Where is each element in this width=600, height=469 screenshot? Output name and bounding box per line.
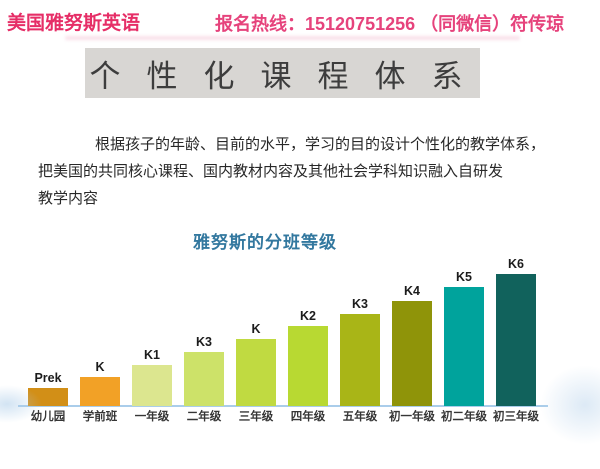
bar-group: K2 四年级 [282,255,334,428]
bar-group: K 学前班 [74,255,126,428]
bar-category-label: 一年级 [134,411,170,423]
bar-group: K4 初一年级 [386,255,438,428]
x-axis-line [18,405,548,407]
bar-value-label: K4 [404,284,420,298]
brand-title: 美国雅努斯英语 [7,13,141,34]
bar-group: K 三年级 [230,255,282,428]
bar [496,274,536,406]
bar [340,314,380,406]
bar-category-label: 三年级 [238,411,274,423]
intro-paragraph: 根据孩子的年龄、目前的水平，学习的目的设计个性化的教学体系， 把美国的共同核心课… [38,131,545,212]
bar-value-label: K3 [196,335,212,349]
bar [392,301,432,406]
bar-group: K5 初二年级 [438,255,490,428]
bar-category-label: 四年级 [290,411,326,423]
bar [184,352,224,406]
bar-value-label: K [251,322,261,336]
bar-category-label: 学前班 [82,411,118,423]
bar [288,326,328,406]
header-underline-decor [65,36,520,40]
bar-value-label: K2 [300,309,316,323]
bar-group: K1 一年级 [126,255,178,428]
bar [80,377,120,406]
bar-group: K3 五年级 [334,255,386,428]
banner: 个性化课程体系 [85,48,480,98]
hotline-text: 报名热线：15120751256 （同微信）符传琼 [215,14,565,34]
banner-title: 个性化课程体系 [89,58,489,94]
bar [132,365,172,406]
bar-value-label: K3 [352,297,368,311]
bar-group: K6 初三年级 [490,255,542,428]
bar-value-label: K5 [456,270,472,284]
bar-value-label: K1 [144,348,160,362]
bar-category-label: 初三年级 [493,411,539,423]
bar [236,339,276,406]
intro-line-2: 把美国的共同核心课程、国内教材内容及其他社会学科知识融入自研发 [38,163,504,180]
bar-chart: Prek 幼儿园 K 学前班 K1 一年级 K3 二年级 K 三年级 K2 四年级 K3 五年级 K4 初一年… [0,255,600,428]
bar-value-label: K [95,360,105,374]
bar [444,287,484,406]
bar-value-label: Prek [34,371,62,385]
bar-category-label: 幼儿园 [30,411,66,423]
bar-category-label: 初二年级 [441,411,487,423]
bar-value-label: K6 [508,257,524,271]
bar-category-label: 二年级 [186,411,222,423]
bar-group: K3 二年级 [178,255,230,428]
intro-line-1: 根据孩子的年龄、目前的水平，学习的目的设计个性化的教学体系， [95,136,546,153]
bar-category-label: 初一年级 [389,411,435,423]
bar [28,388,68,406]
intro-line-3: 教学内容 [38,190,99,207]
bar-category-label: 五年级 [342,411,378,423]
bar-group: Prek 幼儿园 [22,255,74,428]
chart-title: 雅努斯的分班等级 [193,233,337,252]
